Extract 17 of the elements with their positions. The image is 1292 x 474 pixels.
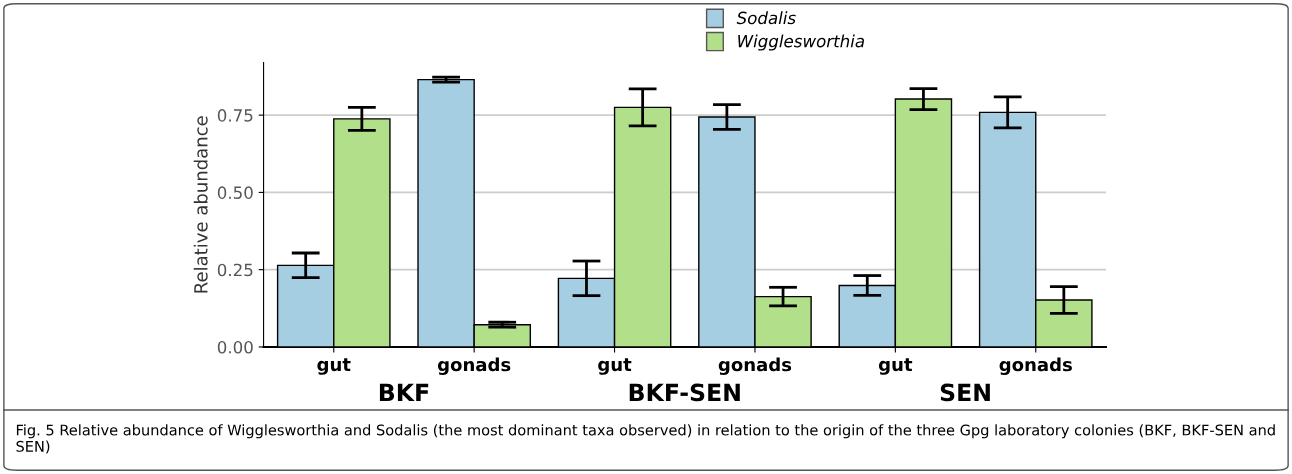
legend-label: Sodalis <box>736 11 796 25</box>
x-tick-label: gut <box>878 358 913 375</box>
y-axis-title: Relative abundance <box>193 116 208 293</box>
text: BKF <box>379 383 429 402</box>
x-tick-label: gut <box>317 358 351 375</box>
y-tick-label: 0.00 <box>217 340 253 354</box>
text: BKF-SEN <box>629 383 740 402</box>
caption: Fig. 5 Relative abundance of Wigglesworthia and Sodalis (the most dominant taxa observed) in relation to the origin of the three Gpg laboratory colonies (BKF, BKF-SEN and SEN) <box>16 424 1275 454</box>
text: SEN <box>940 383 990 402</box>
x-tick-label: gut <box>598 358 632 375</box>
legend-label: Wigglesworthia <box>738 34 864 51</box>
x-tick-label: gonads <box>437 357 511 375</box>
x-tick-label: gonads <box>718 357 792 375</box>
y-tick-label: 0.25 <box>217 263 253 277</box>
y-tick-label: 0.50 <box>217 186 253 199</box>
x-tick-label: gonads <box>999 357 1072 375</box>
y-tick-label: 0.75 <box>217 109 253 122</box>
